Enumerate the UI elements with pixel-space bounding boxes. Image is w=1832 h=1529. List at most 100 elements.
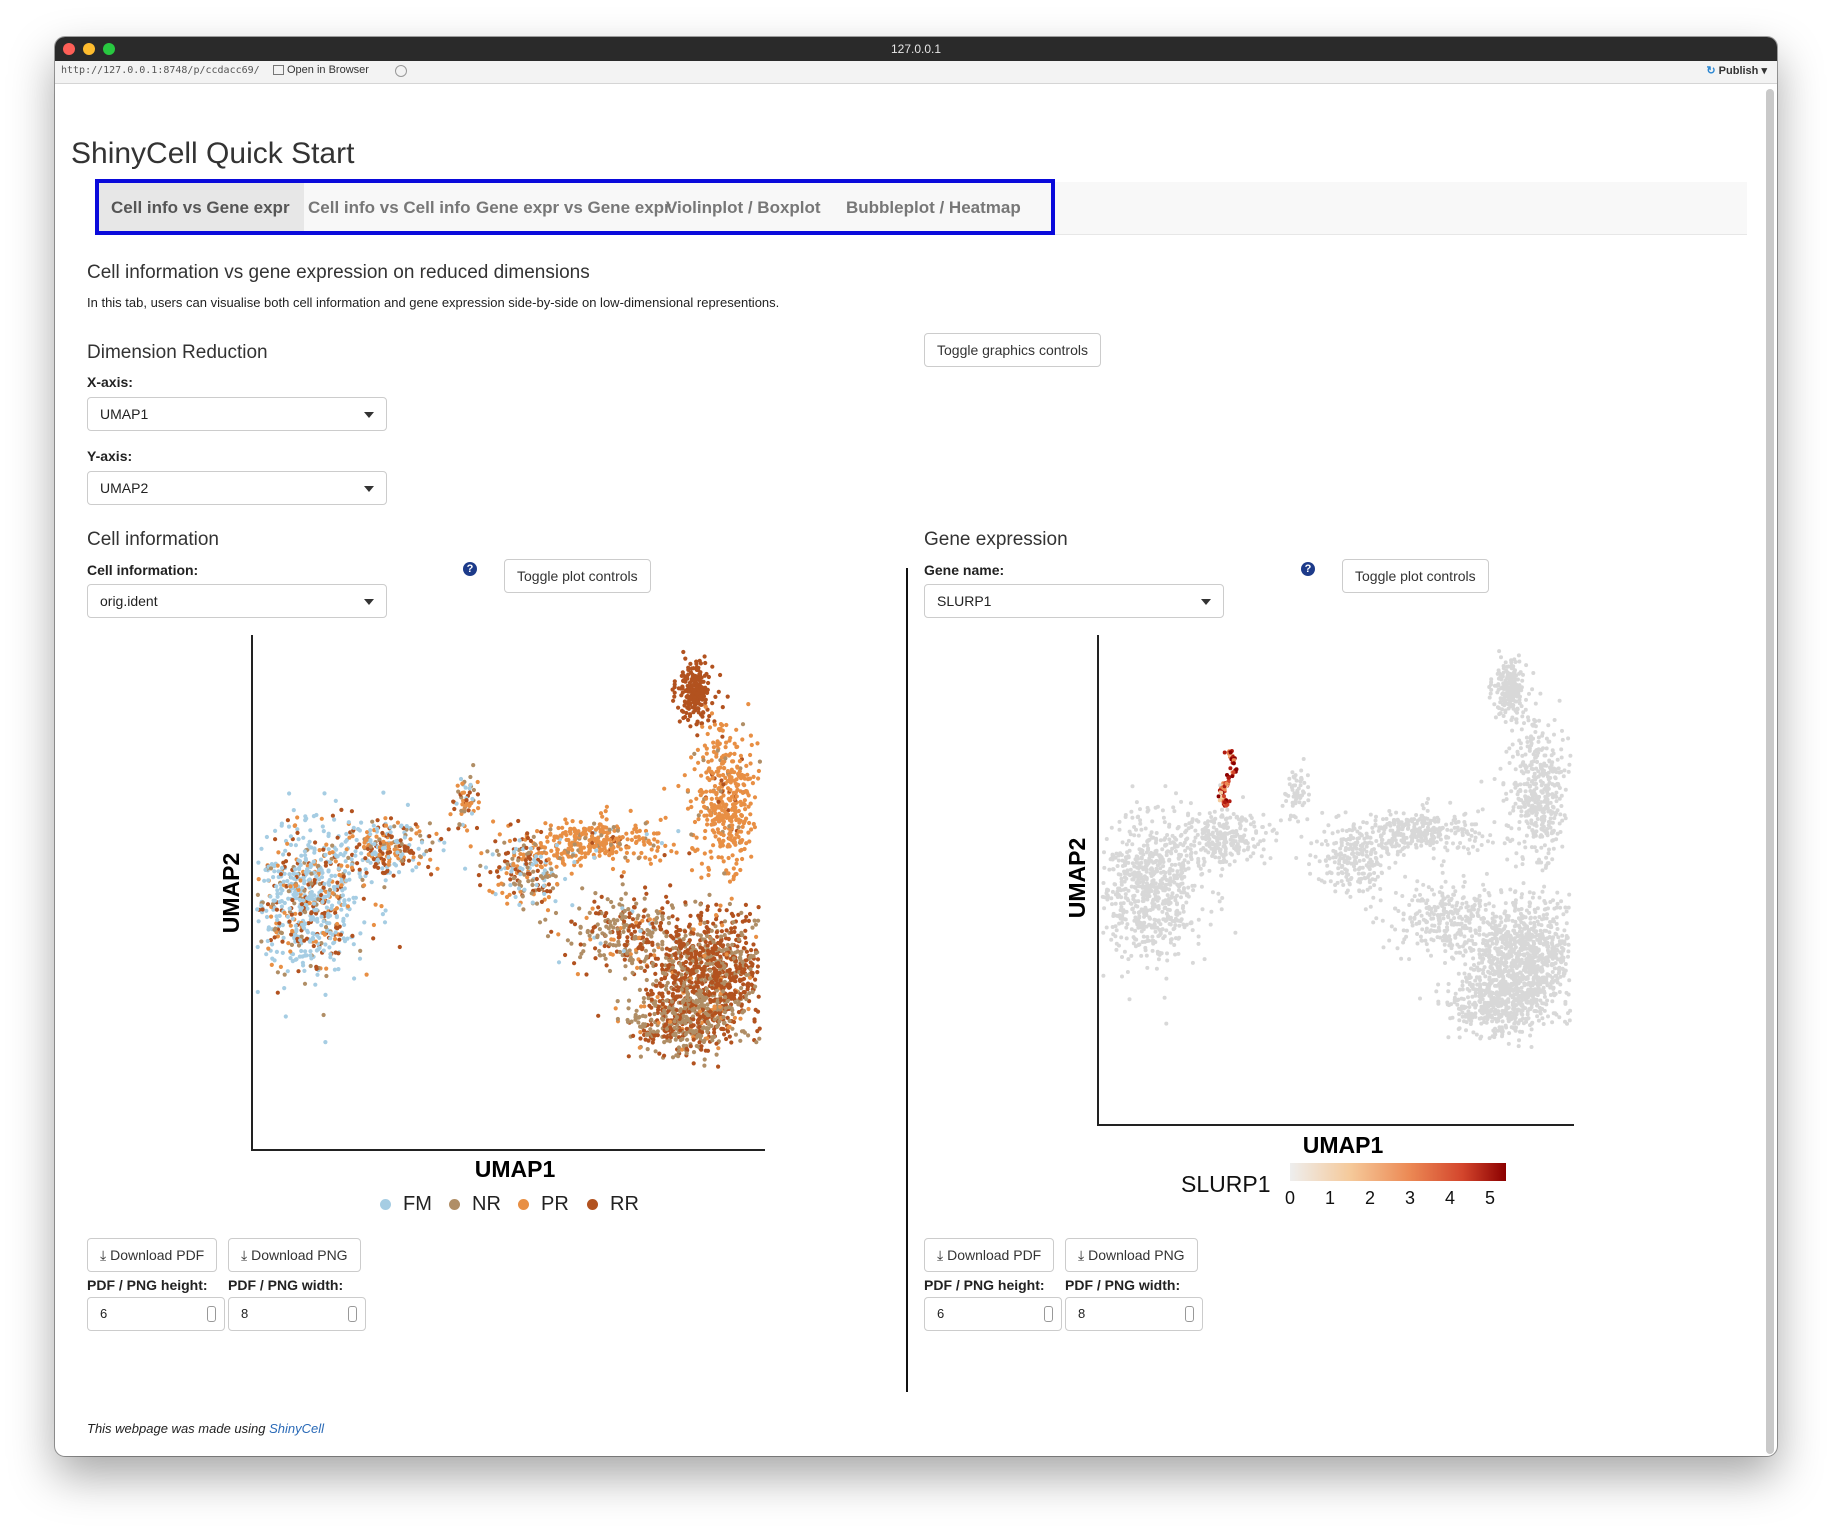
open-in-browser-button[interactable]: Open in Browser: [273, 64, 369, 76]
geneexpr-points: [1100, 649, 1573, 1049]
gene-point: [1524, 735, 1529, 740]
toggle-graphics-controls-button[interactable]: Toggle graphics controls: [924, 333, 1101, 367]
cell-point: [611, 925, 616, 930]
cell-point: [417, 829, 422, 834]
close-window-icon[interactable]: [63, 43, 75, 55]
cell-point: [389, 841, 394, 846]
tab-violinplot-boxplot[interactable]: Violinplot / Boxplot: [666, 198, 821, 217]
gene-point: [1520, 678, 1525, 683]
gene-point: [1164, 1021, 1169, 1026]
cell-point: [291, 808, 296, 813]
cell-point: [713, 976, 718, 982]
url-text[interactable]: http://127.0.0.1:8748/p/ccdacc69/: [61, 65, 260, 76]
gene-point: [1473, 835, 1478, 840]
spinner-icon[interactable]: [348, 1306, 357, 1322]
gene-point: [1563, 816, 1568, 821]
cell-point: [353, 849, 358, 854]
cell-point: [706, 759, 711, 764]
cell-point: [287, 919, 292, 924]
gene-name-select[interactable]: SLURP1: [924, 584, 1224, 618]
cell-point: [747, 911, 753, 917]
cell-point: [664, 987, 669, 992]
gene-point: [1359, 832, 1364, 837]
cell-point: [293, 911, 298, 916]
cellinfo-download-png-button[interactable]: ⤓ Download PNG: [228, 1238, 361, 1272]
tab-cell-info-vs-cell-info[interactable]: Cell info vs Cell info: [308, 198, 471, 217]
tab-gene-expr-vs-gene-expr[interactable]: Gene expr vs Gene expr: [476, 198, 671, 217]
cell-point: [393, 839, 399, 844]
cell-point: [495, 848, 500, 853]
gene-point: [1424, 801, 1429, 805]
cell-point: [615, 828, 620, 833]
publish-button[interactable]: ↻ Publish ▾: [1706, 64, 1767, 77]
gene-point: [1544, 763, 1549, 768]
gene-point: [1536, 735, 1541, 740]
cell-point: [653, 854, 658, 859]
gene-point: [1524, 765, 1529, 770]
scrollbar[interactable]: [1766, 89, 1774, 1454]
help-icon[interactable]: ?: [1301, 562, 1315, 576]
minimize-window-icon[interactable]: [83, 43, 95, 55]
gene-point: [1558, 830, 1563, 834]
cell-point: [720, 734, 725, 739]
cellinfo-height-input[interactable]: 6: [87, 1297, 225, 1331]
gene-point: [1549, 753, 1554, 758]
cell-point: [460, 790, 465, 795]
tab-bubbleplot-heatmap[interactable]: Bubbleplot / Heatmap: [846, 198, 1021, 217]
cell-point: [590, 840, 595, 845]
maximize-window-icon[interactable]: [103, 43, 115, 55]
cell-point: [275, 894, 280, 899]
gene-point: [1548, 765, 1553, 770]
gene-point: [1542, 753, 1547, 758]
cellinfo-width-input[interactable]: 8: [228, 1297, 366, 1331]
cell-point: [724, 952, 729, 957]
cell-point: [740, 722, 746, 727]
gene-point: [1543, 798, 1548, 803]
cell-point: [442, 840, 447, 845]
toggle-plot-controls-button[interactable]: Toggle plot controls: [504, 559, 651, 593]
cellinfo-select[interactable]: orig.ident: [87, 584, 387, 618]
cell-point: [610, 856, 616, 861]
cell-point: [525, 875, 530, 880]
gene-point: [1551, 828, 1556, 833]
cell-point: [660, 1002, 665, 1007]
cell-point: [696, 710, 701, 715]
cell-point: [671, 698, 676, 703]
cell-point: [623, 891, 628, 896]
cell-point: [562, 850, 567, 855]
xaxis-select[interactable]: UMAP1: [87, 397, 387, 431]
refresh-icon[interactable]: [395, 65, 407, 77]
gene-point: [1405, 818, 1410, 823]
cell-point: [597, 853, 602, 858]
gene-point: [1469, 833, 1474, 838]
cell-point: [343, 850, 348, 855]
cell-point: [536, 846, 541, 851]
cell-point: [712, 991, 717, 996]
cell-point: [720, 804, 725, 809]
tab-cell-info-vs-gene-expr[interactable]: Cell info vs Gene expr: [97, 182, 304, 234]
toggle-plot-controls-button-gene[interactable]: Toggle plot controls: [1342, 559, 1489, 593]
spinner-icon[interactable]: [207, 1306, 216, 1322]
cell-point: [567, 842, 572, 847]
cell-point: [625, 837, 630, 842]
gene-point: [1520, 855, 1525, 860]
gene-point: [1502, 703, 1507, 708]
geneexpr-heading: Gene expression: [924, 529, 1068, 550]
cell-point: [277, 913, 282, 918]
gene-point: [1434, 840, 1439, 845]
help-icon[interactable]: ?: [463, 562, 477, 576]
cellinfo-download-pdf-button[interactable]: ⤓ Download PDF: [87, 1238, 218, 1272]
gene-point: [1479, 843, 1484, 847]
cell-point: [717, 908, 722, 913]
yaxis-select[interactable]: UMAP2: [87, 471, 387, 505]
cell-point: [679, 987, 684, 992]
cell-point: [487, 888, 492, 893]
cell-point: [719, 1026, 724, 1031]
cell-point: [749, 854, 754, 859]
cell-point: [491, 819, 496, 824]
gene-point: [1563, 787, 1568, 792]
gene-point: [1472, 838, 1477, 843]
cell-point: [302, 849, 307, 854]
cell-point: [554, 843, 559, 848]
cell-point: [600, 814, 605, 819]
